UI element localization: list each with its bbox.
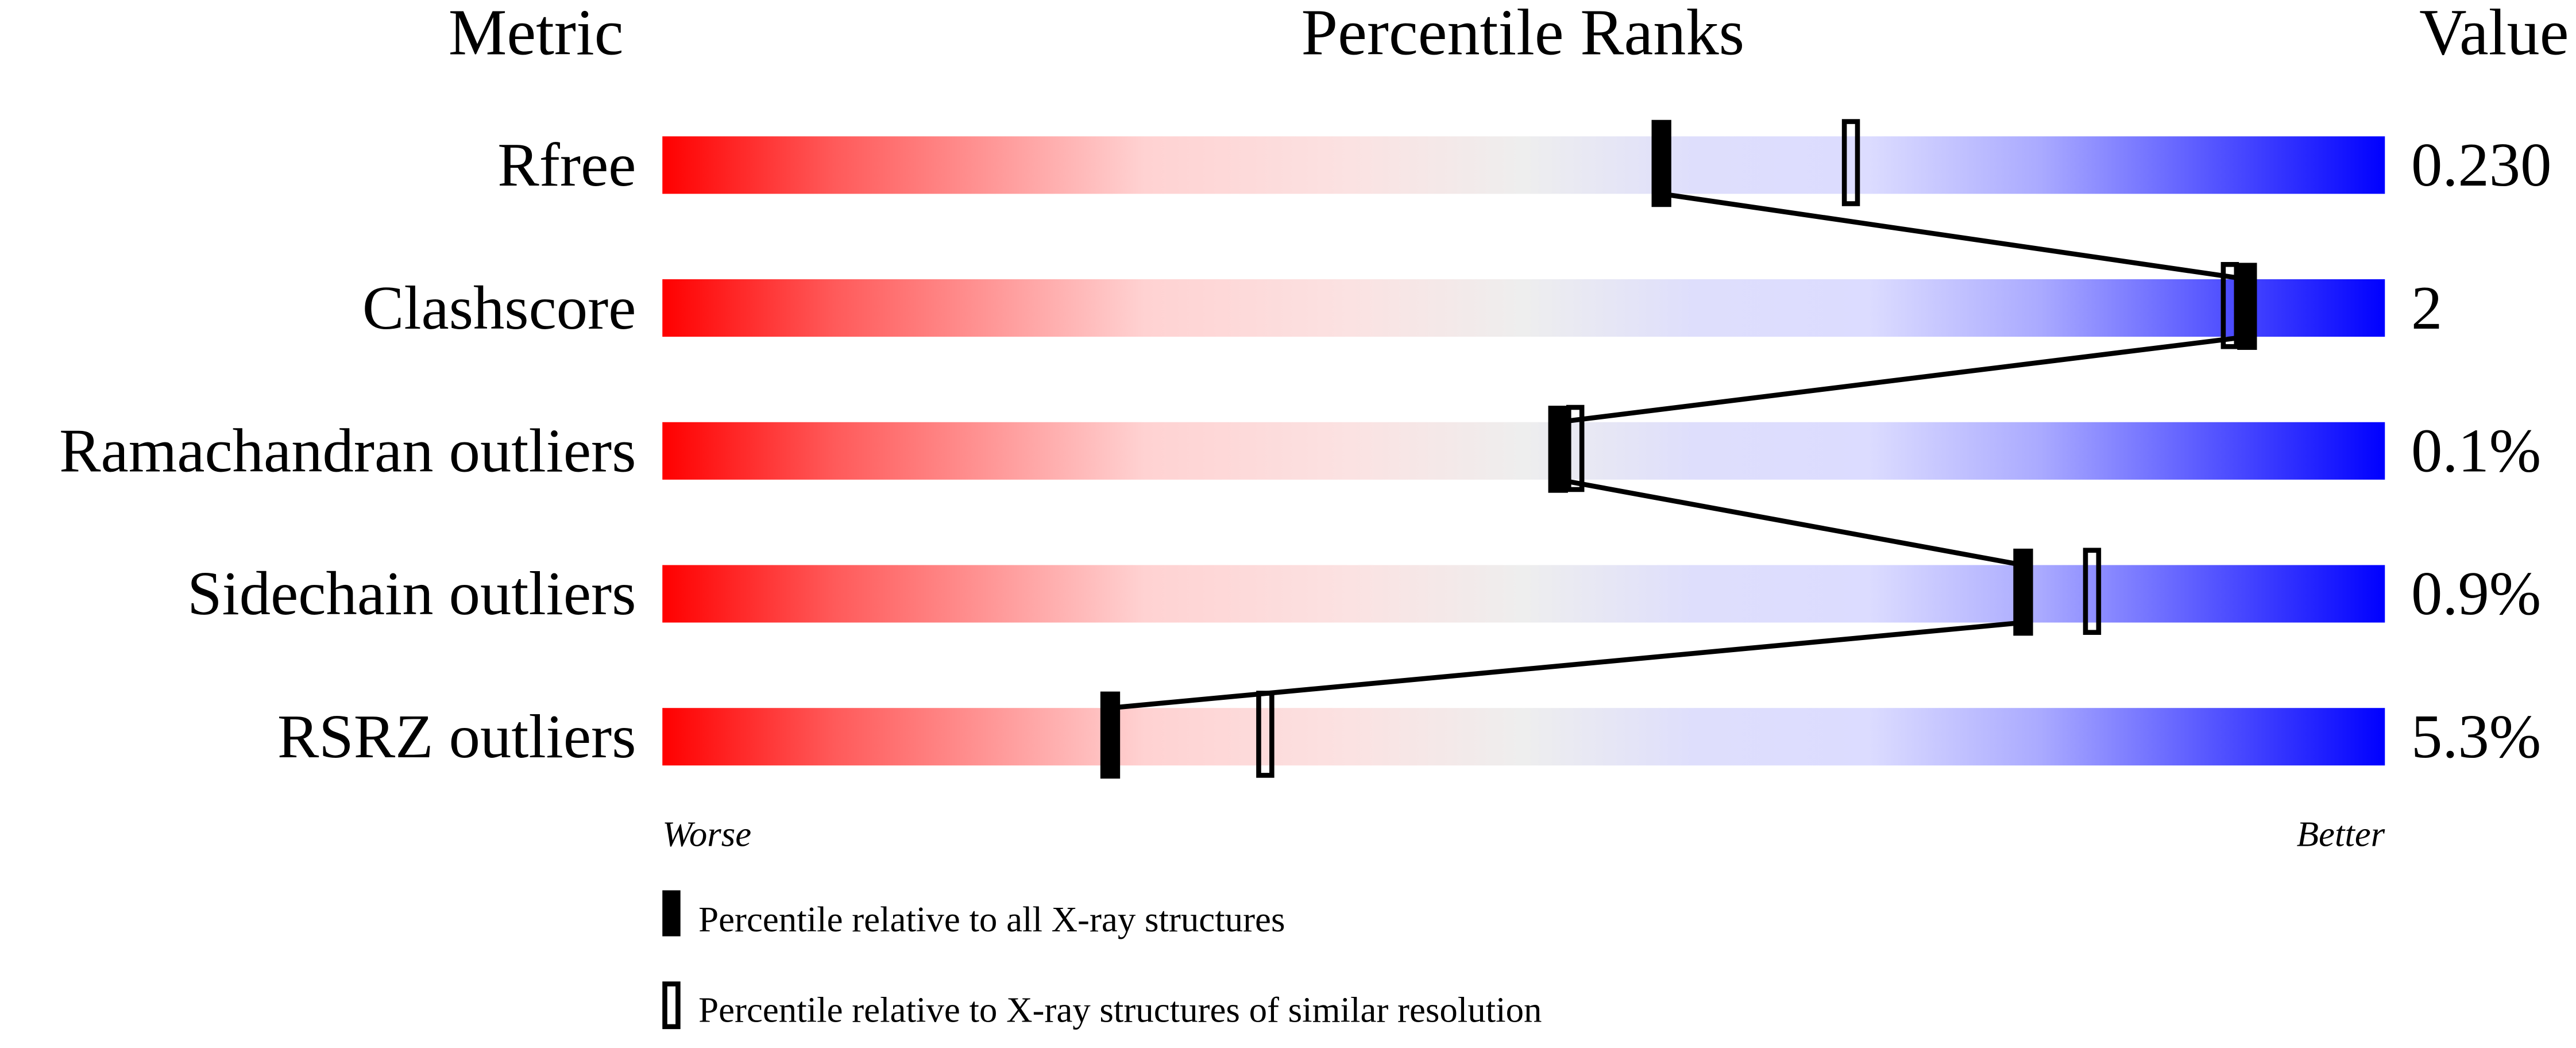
metric-label: RSRZ outliers <box>277 702 636 771</box>
metric-value: 0.9% <box>2411 559 2541 628</box>
metric-value: 5.3% <box>2411 702 2541 771</box>
marker-all-structures <box>1100 691 1121 779</box>
connector-line <box>1661 191 2247 282</box>
metric-value: 2 <box>2411 273 2442 342</box>
marker-similar-resolution <box>1566 404 1585 492</box>
axis-label-worse: Worse <box>662 814 751 854</box>
percentile-bar <box>662 136 2385 194</box>
metric-label: Rfree <box>497 130 636 199</box>
axis-label-better: Better <box>2297 814 2385 854</box>
legend-filled-marker <box>662 890 681 937</box>
marker-similar-resolution <box>2220 261 2239 349</box>
header-percentile-ranks: Percentile Ranks <box>1301 0 1745 68</box>
connector-line <box>1557 477 2024 568</box>
header-metric: Metric <box>449 0 624 68</box>
marker-similar-resolution <box>1841 119 1860 206</box>
metric-value: 0.1% <box>2411 417 2541 486</box>
metric-label: Ramachandran outliers <box>59 417 636 486</box>
connector-line <box>1110 620 2023 711</box>
marker-similar-resolution <box>2083 548 2102 635</box>
legend-label-all: Percentile relative to all X-ray structu… <box>698 899 1285 939</box>
legend-open-marker <box>662 981 681 1030</box>
metric-label: Clashscore <box>362 273 636 342</box>
percentile-bar <box>662 708 2385 766</box>
percentile-bar <box>662 279 2385 337</box>
connector-line <box>1558 334 2247 425</box>
header-value: Value <box>2419 0 2569 68</box>
percentile-bar <box>662 565 2385 623</box>
percentile-bar <box>662 422 2385 480</box>
legend-label-similar: Percentile relative to X-ray structures … <box>698 989 1542 1030</box>
metric-value: 0.230 <box>2411 130 2551 199</box>
metric-label: Sidechain outliers <box>187 559 636 628</box>
